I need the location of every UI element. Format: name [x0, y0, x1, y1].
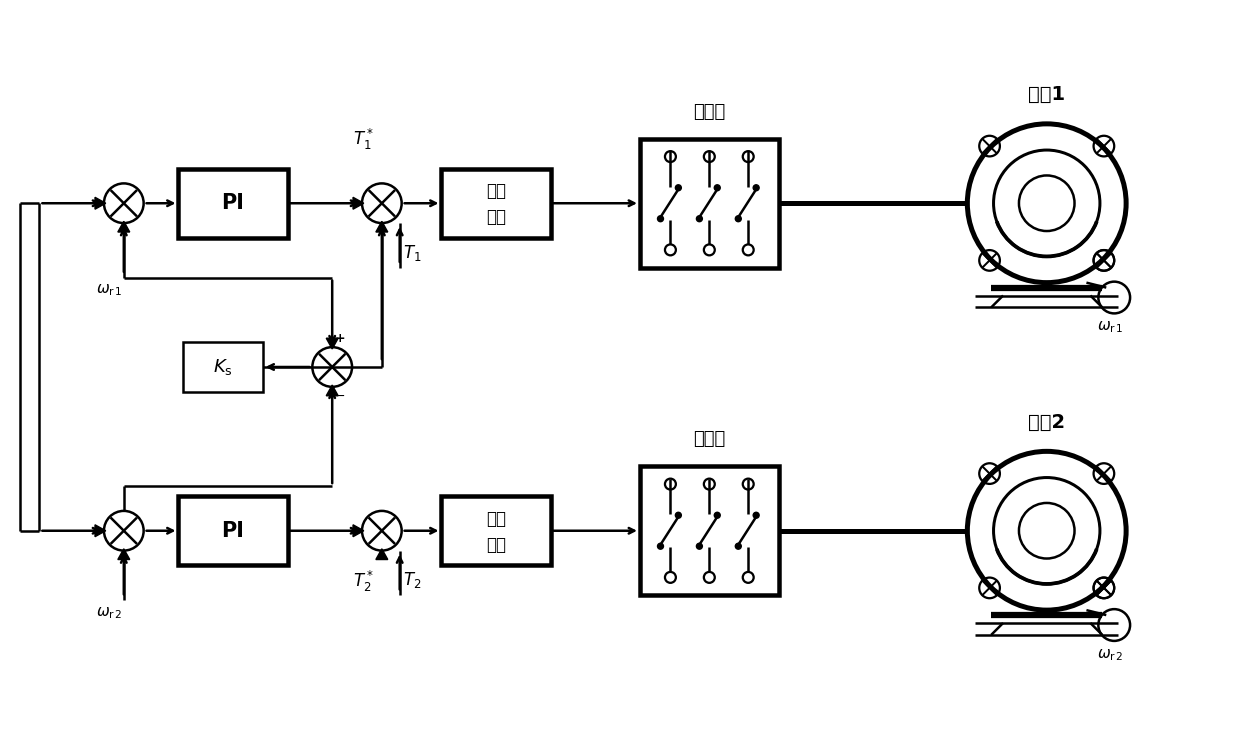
Circle shape — [697, 543, 702, 549]
Text: 控制: 控制 — [486, 208, 506, 226]
Circle shape — [735, 543, 742, 549]
Circle shape — [714, 184, 720, 191]
Polygon shape — [376, 221, 388, 232]
Bar — [179, 496, 288, 566]
Text: $\omega_{\rm r\,2}$: $\omega_{\rm r\,2}$ — [95, 605, 123, 621]
Text: PI: PI — [222, 193, 244, 213]
Text: 控制: 控制 — [486, 536, 506, 553]
Text: 电机1: 电机1 — [1028, 85, 1065, 104]
Bar — [640, 466, 779, 595]
Text: 电机2: 电机2 — [1028, 413, 1065, 431]
Polygon shape — [326, 338, 339, 349]
Circle shape — [714, 512, 720, 518]
Text: 转矩: 转矩 — [486, 182, 506, 201]
Text: $T_1$: $T_1$ — [403, 243, 422, 263]
Polygon shape — [326, 385, 339, 396]
Text: PI: PI — [222, 520, 244, 541]
Circle shape — [657, 543, 663, 549]
Polygon shape — [353, 525, 363, 537]
Polygon shape — [95, 525, 105, 537]
Text: +: + — [335, 332, 345, 346]
Text: $\omega_{\rm r\,1}$: $\omega_{\rm r\,1}$ — [1097, 319, 1123, 335]
Bar — [179, 168, 288, 238]
Polygon shape — [353, 198, 363, 209]
Polygon shape — [95, 198, 105, 209]
Circle shape — [697, 216, 702, 222]
Text: $T_2$: $T_2$ — [403, 570, 422, 591]
Polygon shape — [118, 549, 130, 559]
Circle shape — [676, 184, 681, 191]
Text: $T_1^*$: $T_1^*$ — [353, 127, 374, 152]
Circle shape — [753, 512, 759, 518]
Text: $T_2^*$: $T_2^*$ — [353, 569, 374, 594]
Text: $\omega_{\rm r\,2}$: $\omega_{\rm r\,2}$ — [1097, 647, 1123, 662]
Text: 逆变器: 逆变器 — [693, 430, 725, 449]
Bar — [184, 342, 263, 392]
Text: 逆变器: 逆变器 — [693, 103, 725, 121]
Text: $-$: $-$ — [335, 389, 345, 402]
Bar — [441, 496, 551, 566]
Text: 转矩: 转矩 — [486, 509, 506, 528]
Circle shape — [735, 216, 742, 222]
Circle shape — [676, 512, 681, 518]
Circle shape — [753, 184, 759, 191]
Text: $\omega_{\rm r\,1}$: $\omega_{\rm r\,1}$ — [95, 283, 123, 299]
Bar — [441, 168, 551, 238]
Polygon shape — [118, 221, 130, 232]
Polygon shape — [376, 549, 388, 559]
Circle shape — [657, 216, 663, 222]
Bar — [640, 139, 779, 268]
Text: $K_{\rm s}$: $K_{\rm s}$ — [213, 357, 233, 377]
